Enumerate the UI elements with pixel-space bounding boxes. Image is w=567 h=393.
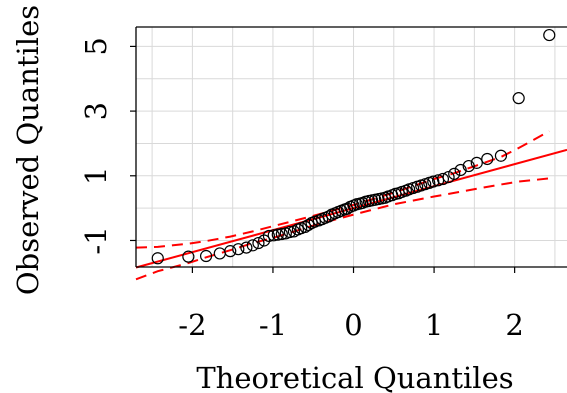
band-upper-line xyxy=(135,130,550,249)
data-point xyxy=(252,236,265,250)
data-point xyxy=(340,202,354,215)
data-point xyxy=(481,152,494,166)
data-point xyxy=(470,156,483,169)
data-point xyxy=(427,175,440,188)
data-point xyxy=(436,172,450,186)
data-point xyxy=(199,249,213,263)
data-point xyxy=(322,210,335,223)
y-tick-label: 3 xyxy=(79,102,113,120)
data-point xyxy=(267,229,280,242)
data-point xyxy=(213,247,226,260)
axes: -2 -1 0 1 2 -1 1 3 5 xyxy=(79,26,567,342)
data-point xyxy=(448,167,461,180)
data-point xyxy=(494,149,508,162)
x-tick-label: -2 xyxy=(178,308,206,342)
reference-line xyxy=(135,148,567,269)
y-axis-title: Observed Quantiles xyxy=(11,5,45,295)
data-point xyxy=(271,228,284,241)
data-point xyxy=(454,163,467,177)
data-point xyxy=(232,243,245,256)
data-point xyxy=(151,252,164,265)
data-point xyxy=(182,250,195,263)
data-point xyxy=(299,220,312,233)
data-point xyxy=(262,229,276,243)
data-point xyxy=(462,159,475,173)
grid-lines xyxy=(136,27,567,267)
y-tick-label: 1 xyxy=(79,167,113,185)
x-tick-label: -1 xyxy=(259,308,287,342)
x-tick-label: 1 xyxy=(425,308,443,342)
y-tick-label: -1 xyxy=(79,226,113,254)
data-point xyxy=(224,245,237,258)
data-point xyxy=(543,28,556,42)
data-point xyxy=(246,239,259,252)
data-point xyxy=(512,92,525,105)
data-point xyxy=(240,241,253,254)
x-tick-label: 0 xyxy=(344,308,362,342)
reference-line-group xyxy=(135,148,567,269)
band-lower-line xyxy=(135,177,550,281)
y-tick-label: 5 xyxy=(79,37,113,55)
data-points xyxy=(151,28,556,265)
data-point xyxy=(302,218,315,232)
x-axis-title: Theoretical Quantiles xyxy=(196,361,513,393)
data-point xyxy=(283,225,296,239)
x-tick-label: 2 xyxy=(505,308,523,342)
data-point xyxy=(275,227,288,241)
